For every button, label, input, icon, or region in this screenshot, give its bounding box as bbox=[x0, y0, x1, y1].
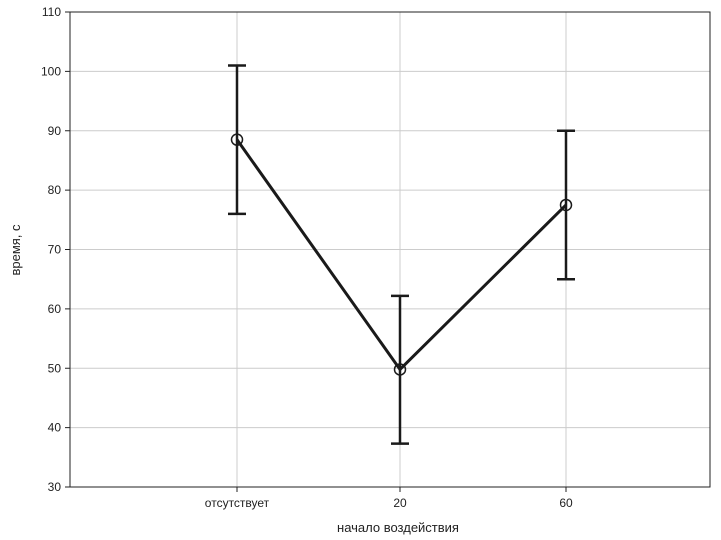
data-points bbox=[232, 134, 572, 375]
y-tick-label: 100 bbox=[41, 64, 61, 78]
y-tick-label: 80 bbox=[48, 183, 62, 197]
x-tick-label: 20 bbox=[393, 496, 407, 510]
x-axis-title: начало воздействия bbox=[337, 520, 459, 535]
y-axis-title: время, с bbox=[8, 224, 23, 276]
x-axis-ticks: отсутствует 20 60 bbox=[205, 487, 573, 510]
y-axis-ticks: 30 40 50 60 70 80 90 100 110 bbox=[41, 5, 70, 494]
grid bbox=[70, 12, 710, 487]
y-tick-label: 70 bbox=[48, 243, 62, 257]
x-tick-label: 60 bbox=[559, 496, 573, 510]
y-tick-label: 30 bbox=[48, 480, 62, 494]
error-bars bbox=[228, 65, 575, 443]
y-tick-label: 110 bbox=[42, 5, 61, 19]
y-tick-label: 50 bbox=[48, 361, 62, 375]
x-tick-label: отсутствует bbox=[205, 496, 270, 510]
y-tick-label: 40 bbox=[48, 421, 62, 435]
y-tick-label: 90 bbox=[48, 124, 62, 138]
y-tick-label: 60 bbox=[48, 302, 62, 316]
series-line bbox=[237, 140, 566, 370]
